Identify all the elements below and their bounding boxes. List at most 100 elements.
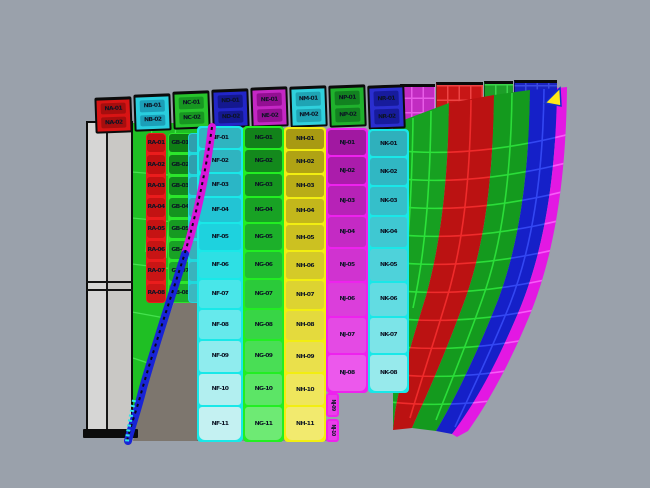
surface-panel[interactable]: NF-02	[199, 150, 241, 172]
surface-panel[interactable]: NG-09	[245, 341, 282, 372]
surface-panel[interactable]: NF-06	[199, 251, 241, 279]
arc-panel-cyan[interactable]: NM-01 NM-02	[289, 85, 328, 128]
surface-panel[interactable]: NH-10	[286, 373, 324, 406]
panel-label: NF-03	[211, 181, 229, 188]
panel-column-green[interactable]: NG-01 NG-02 NG-03 NG-04 NG-05 NG-06 NG-07 NG-08…	[243, 126, 284, 442]
surface-panel[interactable]: NJ-08	[328, 354, 366, 391]
magenta-tab[interactable]: NJ-09	[326, 393, 339, 417]
surface-panel[interactable]: NH-01	[286, 129, 324, 150]
surface-panel[interactable]: RA-03	[147, 176, 165, 196]
surface-panel[interactable]: NH-05	[286, 225, 324, 251]
bowl-surface-blue[interactable]	[436, 88, 557, 434]
surface-panel[interactable]: NG-02	[245, 150, 282, 172]
surface-panel[interactable]: NG-05	[245, 224, 282, 250]
surface-panel[interactable]: RA-04	[147, 198, 165, 217]
grid-line	[393, 133, 449, 154]
surface-panel[interactable]: NJ-03	[328, 186, 366, 215]
panel-column-cyan[interactable]: NF-01 NF-02 NF-03 NF-04 NF-05 NF-06 NF-07 NF-08…	[197, 126, 243, 442]
surface-panel[interactable]: NJ-07	[328, 317, 366, 353]
panel-label: GB-01	[171, 139, 189, 146]
surface-panel[interactable]: NK-05	[370, 249, 407, 281]
surface-panel[interactable]: NK-08	[370, 354, 407, 391]
arc-panel-bar: NM-02	[296, 108, 322, 123]
surface-panel[interactable]: RA-06	[147, 240, 165, 260]
arc-panel-green[interactable]: NP-01 NP-02	[328, 84, 367, 128]
surface-panel[interactable]: NG-11	[245, 407, 282, 440]
panel-label: RA-02	[147, 160, 165, 168]
panel-label: NH-10	[296, 385, 314, 393]
surface-panel[interactable]: NF-11	[199, 407, 241, 440]
panel-label: NG-03	[254, 181, 273, 188]
bowl-rim-magenta[interactable]	[452, 87, 567, 437]
surface-panel[interactable]: NF-05	[199, 224, 241, 250]
surface-panel[interactable]: NG-08	[245, 310, 282, 340]
flat-board[interactable]	[86, 121, 133, 434]
surface-panel[interactable]: NJ-05	[328, 248, 366, 281]
surface-panel[interactable]: NH-04	[286, 199, 324, 224]
surface-panel[interactable]: NK-01	[370, 131, 407, 157]
surface-panel[interactable]: NF-07	[199, 280, 241, 309]
surface-panel[interactable]: NK-04	[370, 217, 407, 248]
arc-panel-bar: NE-02	[257, 108, 283, 123]
surface-panel[interactable]: NK-02	[370, 158, 407, 186]
surface-panel[interactable]: NH-07	[286, 280, 324, 309]
surface-panel[interactable]: NF-10	[199, 373, 241, 406]
grid-line	[412, 110, 432, 309]
surface-panel[interactable]: NF-03	[199, 173, 241, 197]
surface-panel[interactable]: NH-08	[286, 310, 324, 340]
surface-panel[interactable]: NJ-01	[328, 130, 366, 156]
panel-label: NG-09	[254, 352, 273, 360]
panel-label: NE-01	[260, 95, 278, 103]
panel-column-yellow[interactable]: NH-01 NH-02 NH-03 NH-04 NH-05 NH-06 NH-07 NH-08…	[284, 127, 326, 442]
panel-label: NF-11	[211, 419, 229, 427]
surface-panel[interactable]: NF-01	[199, 128, 241, 149]
panel-label: NB-01	[143, 101, 162, 109]
arc-panel-blue[interactable]: ND-01 ND-02	[211, 88, 250, 129]
surface-panel[interactable]: NK-03	[370, 187, 407, 216]
surface-panel[interactable]: NF-08	[199, 310, 241, 340]
magenta-tab[interactable]: NJ-10	[326, 419, 339, 442]
arc-panel-blue[interactable]: NR-01 NR-02	[367, 84, 406, 130]
panel-label: NF-05	[211, 233, 229, 240]
surface-panel[interactable]: NH-11	[286, 407, 324, 440]
surface-panel[interactable]: RA-02	[147, 155, 165, 174]
surface-panel[interactable]: NH-02	[286, 151, 324, 173]
grid-line	[393, 245, 449, 266]
panel-label: NG-11	[254, 419, 273, 427]
surface-panel[interactable]: NG-10	[245, 373, 282, 406]
panel-label: NH-04	[296, 207, 314, 214]
panel-label: NG-08	[254, 320, 273, 328]
surface-panel[interactable]: NH-06	[286, 252, 324, 279]
surface-panel[interactable]: NK-07	[370, 318, 407, 353]
surface-panel[interactable]: NH-03	[286, 174, 324, 198]
panel-column-cyan[interactable]: NK-01 NK-02 NK-03 NK-04 NK-05 NK-06 NK-07 NK-08	[368, 129, 409, 393]
surface-panel[interactable]: NJ-02	[328, 157, 366, 185]
surface-panel[interactable]: NF-04	[199, 198, 241, 223]
mini-column-red[interactable]: RA-01 RA-02 RA-03 RA-04 RA-05 RA-06 RA-07 RA-08	[146, 133, 166, 303]
panel-label: NR-02	[377, 112, 396, 120]
surface-panel[interactable]: RA-01	[147, 134, 165, 153]
surface-panel[interactable]: NK-06	[370, 282, 407, 317]
arc-panel-red[interactable]: NA-01 NA-02	[94, 96, 133, 134]
arc-panel-magenta[interactable]: NE-01 NE-02	[250, 86, 289, 128]
surface-panel[interactable]: NJ-06	[328, 282, 366, 316]
surface-panel[interactable]: NF-09	[199, 341, 241, 372]
surface-panel[interactable]: RA-08	[147, 283, 165, 302]
surface-panel[interactable]: RA-05	[147, 219, 165, 238]
grid-line	[393, 161, 449, 182]
surface-panel[interactable]: NG-06	[245, 251, 282, 279]
surface-panel[interactable]: NG-07	[245, 280, 282, 309]
arc-panel-cyan[interactable]: NB-01 NB-02	[133, 93, 172, 132]
panel-label: NJ-03	[339, 196, 355, 204]
surface-panel[interactable]: RA-07	[147, 262, 165, 281]
surface-panel[interactable]: NG-04	[245, 198, 282, 223]
surface-panel[interactable]: NJ-04	[328, 216, 366, 247]
panel-label: NK-05	[380, 261, 398, 268]
surface-panel[interactable]: NG-01	[245, 128, 282, 149]
surface-panel[interactable]: NG-03	[245, 173, 282, 197]
surface-panel[interactable]: NH-09	[286, 341, 324, 372]
arc-panel-bar: NR-02	[374, 108, 400, 125]
panel-column-magenta[interactable]: NJ-01 NJ-02 NJ-03 NJ-04 NJ-05 NJ-06 NJ-07 NJ-08	[326, 128, 368, 393]
arc-panel-green[interactable]: NC-01 NC-02	[172, 90, 211, 130]
